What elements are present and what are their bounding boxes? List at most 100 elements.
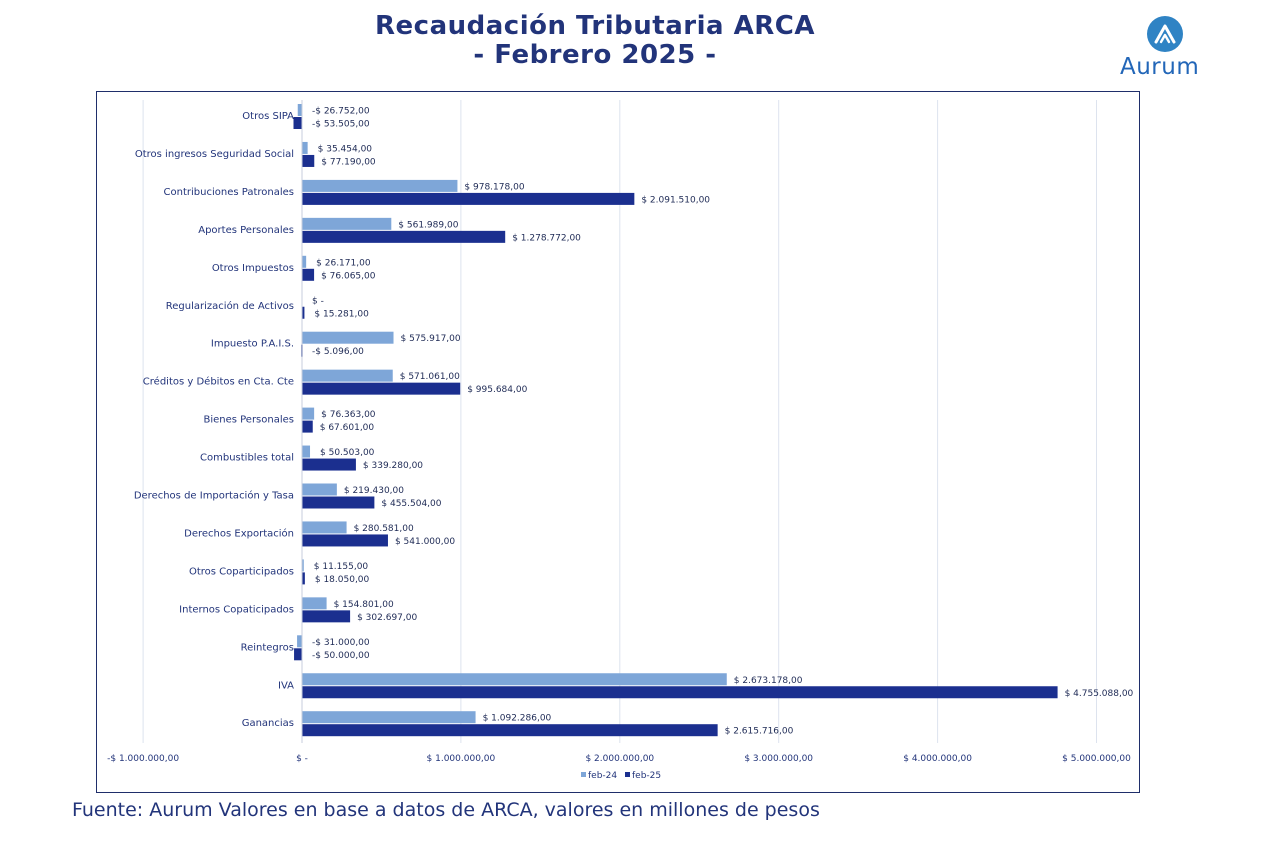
aurum-logo: Aurum xyxy=(1118,14,1214,80)
bar-feb-24 xyxy=(297,635,302,648)
source-note: Fuente: Aurum Valores en base a datos de… xyxy=(72,799,820,821)
bar-feb-25 xyxy=(302,382,461,395)
x-tick-label: $ 5.000.000,00 xyxy=(1062,754,1131,764)
legend-label: feb-24 xyxy=(588,771,617,781)
data-label: $ 26.171,00 xyxy=(316,258,371,268)
chart-frame: -$ 1.000.000,00 $ - $ 1.000.000,00 $ 2.000.… xyxy=(96,91,1140,793)
bar-feb-25 xyxy=(302,420,313,433)
data-label: $ 76.363,00 xyxy=(321,410,376,420)
bar-feb-25 xyxy=(302,154,315,167)
bar-feb-25 xyxy=(302,610,351,623)
logo-text: Aurum xyxy=(1120,54,1200,80)
category-label: IVA xyxy=(278,680,294,691)
data-label: $ 978.178,00 xyxy=(464,182,524,192)
data-label: $ 995.684,00 xyxy=(467,385,527,395)
data-label: $ 1.278.772,00 xyxy=(512,233,581,243)
bar-feb-24 xyxy=(302,369,393,382)
data-label: $ 50.503,00 xyxy=(320,448,375,458)
legend-swatch xyxy=(625,772,630,777)
category-label: Reintegros xyxy=(241,642,294,653)
category-label: Otros Coparticipados xyxy=(189,566,294,577)
category-label: Regularización de Activos xyxy=(166,300,294,312)
data-label: $ 561.989,00 xyxy=(398,220,458,230)
bar-feb-24 xyxy=(302,179,458,192)
logo-mark-icon xyxy=(1147,16,1183,52)
data-label: $ 1.092.286,00 xyxy=(483,714,552,724)
bar-feb-25 xyxy=(302,458,356,471)
data-label: $ 4.755.088,00 xyxy=(1065,689,1134,699)
data-label: $ 18.050,00 xyxy=(315,575,370,585)
data-label: $ 2.091.510,00 xyxy=(641,195,710,205)
data-label: $ 154.801,00 xyxy=(334,600,394,610)
title-line-2: - Febrero 2025 - xyxy=(473,40,717,70)
chart-title: Recaudación Tributaria ARCA - Febrero 20… xyxy=(300,12,890,70)
x-tick-label: $ 2.000.000,00 xyxy=(585,754,654,764)
bar-feb-25 xyxy=(302,192,635,205)
data-label: -$ 50.000,00 xyxy=(312,651,370,661)
bar-feb-24 xyxy=(302,711,476,724)
bar-feb-24 xyxy=(302,521,347,534)
bar-feb-25 xyxy=(294,648,302,661)
bar-chart: -$ 1.000.000,00 $ - $ 1.000.000,00 $ 2.000.… xyxy=(107,100,1134,781)
bar-feb-24 xyxy=(302,407,315,420)
x-tick-label: $ 3.000.000,00 xyxy=(744,754,813,764)
bar-feb-24 xyxy=(302,331,394,344)
bar-feb-25 xyxy=(302,724,718,737)
data-label: $ 76.065,00 xyxy=(321,271,376,281)
category-label: Otros ingresos Seguridad Social xyxy=(135,149,294,160)
data-label: $ 339.280,00 xyxy=(363,461,423,471)
bar-feb-25 xyxy=(302,534,388,547)
category-label: Derechos Exportación xyxy=(184,527,294,539)
data-label: -$ 5.096,00 xyxy=(312,347,364,357)
data-label: $ 219.430,00 xyxy=(344,486,404,496)
data-label: $ 67.601,00 xyxy=(320,423,375,433)
bar-feb-24 xyxy=(302,255,307,268)
bar-feb-25 xyxy=(302,268,315,281)
data-label: $ 11.155,00 xyxy=(314,562,369,572)
bar-feb-24 xyxy=(302,141,308,154)
bar-feb-25 xyxy=(302,496,375,509)
category-label: Créditos y Débitos en Cta. Cte xyxy=(143,376,294,388)
bar-feb-25 xyxy=(302,230,506,243)
bar-feb-24 xyxy=(302,217,392,230)
data-label: $ 2.673.178,00 xyxy=(734,676,803,686)
category-label: Otros SIPA xyxy=(242,111,294,122)
bar-feb-24 xyxy=(302,559,304,572)
data-label: $ 455.504,00 xyxy=(381,499,441,509)
category-label: Internos Copaticipados xyxy=(179,604,294,615)
data-label: $ 575.917,00 xyxy=(401,334,461,344)
data-label: -$ 31.000,00 xyxy=(312,638,370,648)
data-label: $ 302.697,00 xyxy=(357,613,417,623)
bar-feb-25 xyxy=(302,572,305,585)
category-label: Derechos de Importación y Tasa xyxy=(134,490,294,502)
bar-feb-25 xyxy=(293,117,302,129)
bar-feb-25 xyxy=(302,686,1058,699)
data-label: $ 541.000,00 xyxy=(395,537,455,547)
data-label: -$ 26.752,00 xyxy=(312,107,370,117)
legend-swatch xyxy=(581,772,586,777)
category-label: Impuesto P.A.I.S. xyxy=(211,339,294,350)
bar-feb-24 xyxy=(302,445,311,458)
category-label: Contribuciones Patronales xyxy=(164,187,294,198)
bar-feb-24 xyxy=(302,673,727,686)
title-line-1: Recaudación Tributaria ARCA xyxy=(375,11,815,41)
data-label: $ 77.190,00 xyxy=(321,157,376,167)
legend-label: feb-25 xyxy=(632,771,661,781)
x-tick-label: $ 1.000.000,00 xyxy=(427,754,496,764)
category-label: Bienes Personales xyxy=(203,415,294,426)
bar-feb-25 xyxy=(302,306,305,319)
data-label: $ 35.454,00 xyxy=(318,144,373,154)
bar-feb-24 xyxy=(297,104,302,116)
data-label: $ 280.581,00 xyxy=(354,524,414,534)
x-tick-label: $ 4.000.000,00 xyxy=(903,754,972,764)
data-label: $ 15.281,00 xyxy=(314,309,369,319)
data-label: $ 571.061,00 xyxy=(400,372,460,382)
bar-feb-24 xyxy=(302,597,327,610)
category-label: Combustibles total xyxy=(200,453,294,464)
category-label: Aportes Personales xyxy=(198,225,294,236)
data-label: -$ 53.505,00 xyxy=(312,120,370,130)
category-label: Otros Impuestos xyxy=(212,263,294,274)
category-label: Ganancias xyxy=(242,718,294,729)
data-label: $ - xyxy=(312,296,324,306)
x-tick-label: -$ 1.000.000,00 xyxy=(107,754,179,764)
